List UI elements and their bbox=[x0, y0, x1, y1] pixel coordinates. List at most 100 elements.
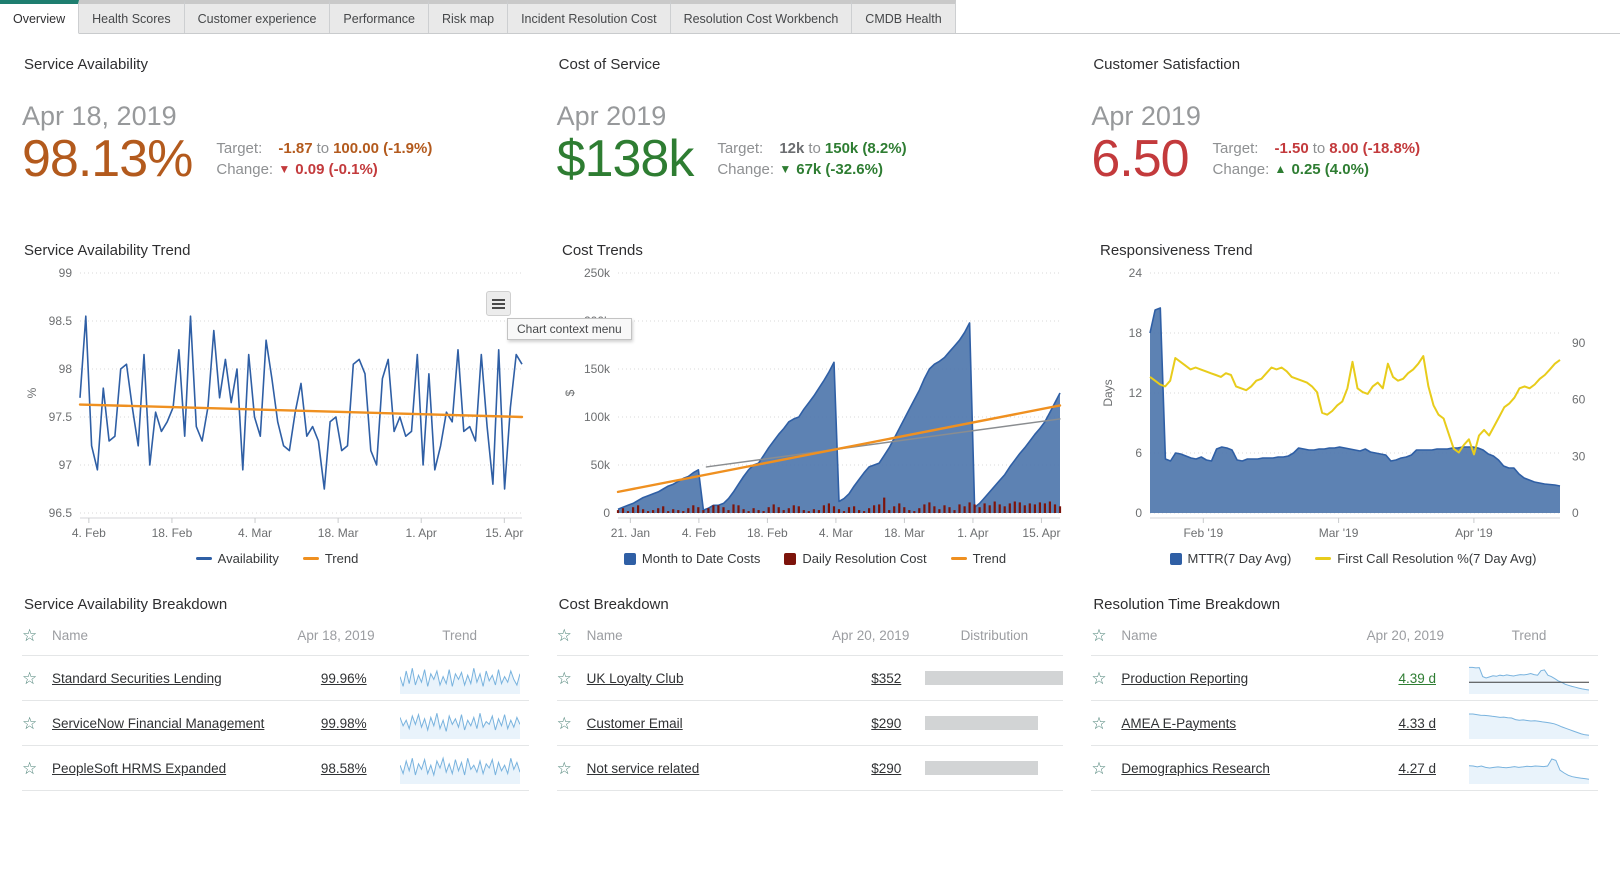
svg-text:18. Feb: 18. Feb bbox=[152, 526, 193, 540]
star-icon[interactable]: ☆ bbox=[1091, 758, 1107, 778]
svg-text:%: % bbox=[25, 387, 39, 398]
tab-resolution-cost-workbench[interactable]: Resolution Cost Workbench bbox=[670, 0, 853, 33]
change-value: 67k (-32.6%) bbox=[796, 161, 883, 179]
change-arrow-icon: ▲ bbox=[1274, 162, 1287, 177]
svg-text:60: 60 bbox=[1572, 393, 1586, 407]
tab-overview[interactable]: Overview bbox=[0, 0, 80, 34]
chart-legend: Month to Date Costs Daily Resolution Cost… bbox=[560, 551, 1070, 566]
chart-canvas[interactable]: 99 98.5 98 97.5 97 96.5% 4. Feb 18. Feb 4. Mar 18… bbox=[22, 263, 532, 549]
svg-text:4. Mar: 4. Mar bbox=[819, 526, 853, 540]
kpi-target-line: Target: -1.50 to 8.00 (-18.8%) bbox=[1213, 138, 1421, 159]
table-row: ☆ Not service related $290 bbox=[556, 745, 1064, 791]
row-name-link[interactable]: Customer Email bbox=[586, 715, 683, 731]
row-value-link[interactable]: 4.27 d bbox=[1398, 760, 1436, 776]
trend-sparkline bbox=[399, 756, 521, 784]
tab-risk-map[interactable]: Risk map bbox=[428, 0, 509, 33]
row-value-link[interactable]: $290 bbox=[871, 715, 902, 731]
star-icon[interactable]: ☆ bbox=[556, 758, 572, 778]
legend-label: Daily Resolution Cost bbox=[802, 551, 927, 566]
row-value-link[interactable]: 99.98% bbox=[320, 715, 367, 731]
row-name-link[interactable]: PeopleSoft HRMS Expanded bbox=[52, 760, 227, 776]
breakdown-table: ☆ Name Apr 20, 2019 Distribution ☆ UK Loyalty… bbox=[556, 615, 1064, 791]
table-header: ☆ Name Apr 20, 2019 Distribution bbox=[557, 615, 1064, 655]
tab-performance[interactable]: Performance bbox=[330, 0, 429, 33]
kpi-customer-satisfaction: Customer Satisfaction Apr 2019 6.50 Targ… bbox=[1091, 42, 1598, 234]
chart-context-menu-button[interactable] bbox=[486, 291, 511, 316]
legend-item-first-call-resolution-7-day-avg-[interactable]: First Call Resolution %(7 Day Avg) bbox=[1315, 551, 1536, 566]
star-icon[interactable]: ☆ bbox=[1091, 668, 1107, 688]
target-to: 100.00 (-1.9%) bbox=[333, 140, 433, 158]
row-value-link[interactable]: 4.33 d bbox=[1398, 715, 1436, 731]
row-value-link[interactable]: $290 bbox=[871, 760, 902, 776]
change-arrow-icon: ▼ bbox=[278, 162, 291, 177]
star-icon[interactable]: ☆ bbox=[556, 625, 572, 645]
breakdown-title: Resolution Time Breakdown bbox=[1093, 596, 1281, 613]
star-icon[interactable]: ☆ bbox=[22, 625, 38, 645]
legend-item-month-to-date-costs[interactable]: Month to Date Costs bbox=[623, 551, 760, 566]
row-name-link[interactable]: AMEA E-Payments bbox=[1121, 715, 1237, 731]
legend-item-daily-resolution-cost[interactable]: Daily Resolution Cost bbox=[784, 551, 927, 566]
star-icon[interactable]: ☆ bbox=[22, 758, 38, 778]
row-value-link[interactable]: 98.58% bbox=[320, 760, 367, 776]
row-name-link[interactable]: ServiceNow Financial Management bbox=[52, 715, 265, 731]
svg-text:100k: 100k bbox=[584, 410, 611, 424]
legend-swatch-icon bbox=[784, 552, 797, 565]
legend-item-availability[interactable]: Availability bbox=[195, 551, 279, 566]
tab-customer-experience[interactable]: Customer experience bbox=[184, 0, 331, 33]
row-value-link[interactable]: 99.96% bbox=[320, 670, 367, 686]
svg-text:4. Feb: 4. Feb bbox=[72, 526, 106, 540]
tab-incident-resolution-cost[interactable]: Incident Resolution Cost bbox=[508, 0, 671, 33]
star-icon[interactable]: ☆ bbox=[22, 713, 38, 733]
service-availability-trend-chart[interactable]: 99 98.5 98 97.5 97 96.5% 4. Feb 18. Feb 4. Mar 18… bbox=[22, 263, 532, 549]
chart-legend: Availability Trend bbox=[22, 551, 532, 566]
star-icon[interactable]: ☆ bbox=[22, 668, 38, 688]
axes: 99 98.5 98 97.5 97 96.5% 4. Feb 18. Feb 4. Mar 18… bbox=[25, 266, 523, 540]
tab-health-scores[interactable]: Health Scores bbox=[79, 0, 185, 33]
svg-text:90: 90 bbox=[1572, 336, 1586, 350]
svg-text:96.5: 96.5 bbox=[49, 506, 73, 520]
kpi-change-line: Change: ▼ 67k (-32.6%) bbox=[717, 159, 906, 180]
trend-sparkline bbox=[399, 712, 521, 739]
row-value-link[interactable]: 4.39 d bbox=[1398, 670, 1436, 686]
responsiveness-trend-chart[interactable]: 24 18 12 6 0 Days 90 60 30 0 Feb '19 Mar '19 Apr '19 bbox=[1098, 263, 1608, 549]
row-name-link[interactable]: Demographics Research bbox=[1121, 760, 1270, 776]
chart-title: Cost Trends bbox=[562, 242, 643, 259]
star-icon[interactable]: ☆ bbox=[1091, 713, 1107, 733]
legend-item-trend[interactable]: Trend bbox=[950, 551, 1007, 566]
column-header-date: Apr 18, 2019 bbox=[297, 627, 375, 643]
tab-cmdb-health[interactable]: CMDB Health bbox=[852, 0, 956, 33]
svg-text:0: 0 bbox=[1135, 506, 1142, 520]
svg-text:30: 30 bbox=[1572, 449, 1586, 463]
svg-text:Days: Days bbox=[1101, 379, 1115, 406]
resolution-time-breakdown: Resolution Time Breakdown ☆ Name Apr 20, 2… bbox=[1091, 566, 1598, 791]
row-name-link[interactable]: Production Reporting bbox=[1121, 670, 1249, 686]
hamburger-icon bbox=[492, 298, 505, 301]
change-label: Change: bbox=[717, 161, 775, 179]
row-value-link[interactable]: $352 bbox=[871, 670, 902, 686]
trend-cell bbox=[1468, 707, 1590, 739]
row-name-link[interactable]: Not service related bbox=[586, 760, 700, 776]
legend-label: Availability bbox=[217, 551, 279, 566]
legend-item-trend[interactable]: Trend bbox=[302, 551, 358, 566]
change-arrow-icon: ▼ bbox=[779, 162, 792, 177]
row-name-link[interactable]: UK Loyalty Club bbox=[586, 670, 684, 686]
series-mttr-7-day-avg- bbox=[1149, 307, 1561, 513]
legend-item-mttr-7-day-avg-[interactable]: MTTR(7 Day Avg) bbox=[1169, 551, 1291, 566]
svg-text:24: 24 bbox=[1129, 266, 1143, 280]
star-icon[interactable]: ☆ bbox=[556, 668, 572, 688]
breakdown-row: Service Availability Breakdown ☆ Name Apr … bbox=[0, 566, 1620, 791]
kpi-row: Service Availability Apr 18, 2019 98.13%… bbox=[0, 34, 1620, 234]
star-icon[interactable]: ☆ bbox=[556, 713, 572, 733]
star-icon[interactable]: ☆ bbox=[1091, 625, 1107, 645]
row-name-link[interactable]: Standard Securities Lending bbox=[52, 670, 222, 686]
cost-breakdown: Cost Breakdown ☆ Name Apr 20, 2019 Distribu… bbox=[556, 566, 1064, 791]
svg-text:0: 0 bbox=[1572, 506, 1579, 520]
legend-label: Trend bbox=[972, 551, 1007, 566]
svg-text:Apr '19: Apr '19 bbox=[1455, 526, 1493, 540]
gridlines bbox=[80, 272, 522, 514]
breakdown-table: ☆ Name Apr 18, 2019 Trend ☆ Standard Securiti… bbox=[22, 615, 529, 791]
